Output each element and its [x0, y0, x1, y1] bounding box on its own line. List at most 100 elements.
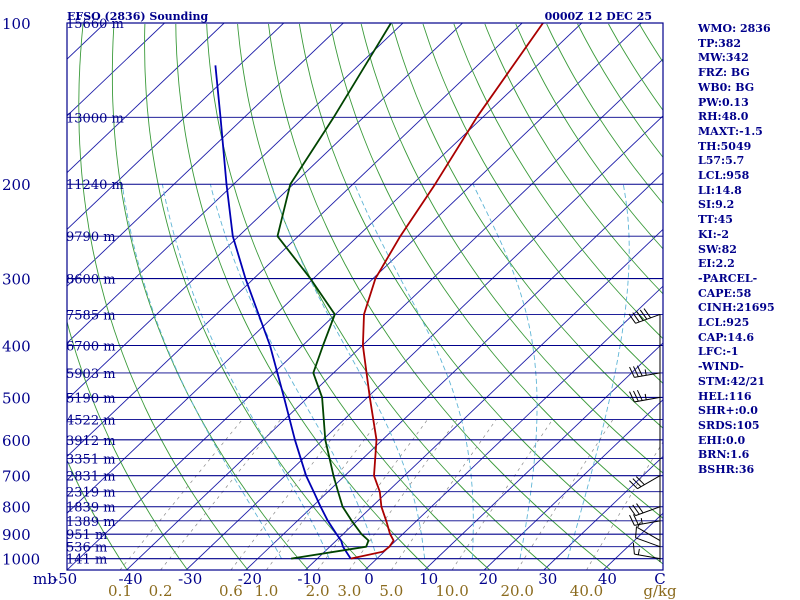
dry-adiabat-line	[422, 23, 663, 384]
height-label: 5903 m	[66, 367, 116, 382]
isotherm-line	[67, 23, 642, 570]
wind-barb-flag	[629, 480, 638, 490]
height-label: 11240 m	[66, 178, 124, 193]
index-entry: WMO: 2836	[698, 22, 771, 35]
pressure-label: 600	[2, 432, 31, 450]
dry-adiabat-line	[67, 459, 128, 570]
pressure-label: 500	[2, 389, 31, 407]
index-entry: RH:48.0	[698, 110, 749, 124]
index-entry: FRZ: BG	[698, 66, 750, 80]
wind-barb-flag	[636, 365, 643, 377]
pressure-label: 300	[2, 271, 31, 289]
isotherm-line	[67, 23, 523, 458]
index-entry: -PARCEL-	[698, 271, 758, 285]
isotherm-line	[67, 23, 225, 174]
indices-panel: WMO: 2836 TP:382 MW:342 FRZ: BG WB0: BG PW:0.…	[698, 22, 798, 478]
wind-barb-half-flag	[644, 369, 647, 376]
index-entry: HEL:116	[698, 389, 752, 403]
isotherm-line	[67, 23, 285, 231]
isotherm-line	[245, 172, 663, 570]
temperature-label: -20	[238, 570, 262, 588]
wind-barb-flag	[628, 313, 636, 324]
index-entry: CAP:14.6	[698, 330, 755, 344]
index-entry: SW:82	[698, 242, 737, 256]
wind-barb-flag	[632, 504, 640, 515]
wind-barb-flag	[632, 478, 642, 488]
index-entry: WB0: BG	[698, 80, 755, 94]
isotherm-line	[67, 23, 404, 344]
dry-adiabat-line	[144, 23, 370, 570]
index-entry: PW:0.13	[698, 95, 749, 109]
dry-adiabat-line	[206, 23, 491, 570]
isotherm-line	[67, 23, 344, 287]
pressure-label: 400	[2, 337, 31, 355]
isotherm-line	[67, 23, 583, 514]
isotherm-line	[305, 228, 663, 570]
dry-adiabat-line	[237, 23, 551, 570]
wind-barb-staff	[635, 313, 661, 324]
mixing-ratio-unit-label: g/kg	[643, 582, 677, 600]
index-entry: SHR+:0.0	[698, 404, 758, 418]
height-label: 6700 m	[66, 339, 116, 354]
mixing-ratio-label: 0.2	[149, 582, 173, 600]
wind-barb-flag	[632, 542, 635, 555]
index-entry: CINH:21695	[698, 301, 775, 315]
dry-adiabat-line	[515, 23, 663, 250]
index-entry: TP:382	[698, 36, 742, 50]
wind-barb-flag	[629, 391, 635, 403]
temperature-label: 10	[419, 570, 438, 588]
dry-adiabat-line	[453, 23, 663, 340]
dry-adiabat-line	[67, 320, 188, 570]
temperature-axis-start-label: -50	[53, 570, 77, 588]
pressure-label: 900	[2, 526, 31, 544]
dry-adiabat-line	[577, 23, 663, 159]
isotherm-line	[543, 455, 663, 570]
wind-barb-staff	[635, 506, 661, 517]
index-entry: MW:342	[698, 51, 749, 65]
height-label: 536 m	[66, 541, 107, 556]
moist-adiabat-line	[161, 184, 330, 559]
wind-barb-staff	[634, 372, 661, 378]
height-label: 1839 m	[66, 501, 116, 516]
temperature-label: 20	[479, 570, 498, 588]
wind-barb-flag	[635, 476, 645, 486]
temperature-label: -40	[119, 570, 143, 588]
wind-barb-staff	[637, 475, 661, 490]
wind-barb-flag	[636, 310, 644, 321]
dry-adiabat-line	[268, 23, 611, 570]
mixing-ratio-line	[451, 419, 553, 570]
height-label: 5190 m	[66, 391, 116, 406]
index-entry: CAPE:58	[698, 286, 752, 300]
pressure-label: 1000	[2, 551, 40, 569]
height-label: 951 m	[66, 528, 107, 543]
mixing-ratio-line	[586, 441, 663, 570]
height-label: 3912 m	[66, 434, 116, 449]
index-entry: BSHR:36	[698, 463, 755, 477]
wind-barb-flag	[633, 390, 639, 402]
wind-barb-flag	[629, 514, 635, 526]
wind-barb-flag	[632, 312, 640, 323]
height-label: 3351 m	[66, 452, 116, 467]
wind-barb-flag	[636, 390, 643, 401]
mixing-ratio-label: 40.0	[570, 582, 603, 600]
mixing-ratio-label: 1.0	[254, 582, 278, 600]
mixing-ratio-line	[516, 419, 614, 570]
index-entry: MAXT:-1.5	[698, 124, 763, 138]
isotherm-line	[67, 23, 165, 117]
mixing-ratio-line	[391, 419, 497, 570]
index-entry: KI:-2	[698, 227, 729, 241]
wind-barb-flag	[643, 308, 652, 319]
mixing-ratio-label: 0.1	[108, 582, 132, 600]
index-entry: EHI:0.0	[698, 433, 746, 447]
dry-adiabat-line	[175, 23, 430, 570]
temperature-label: 30	[538, 570, 557, 588]
dry-adiabat-line	[360, 23, 663, 474]
index-entry: SRDS:105	[698, 418, 760, 432]
temperature-label: -30	[178, 570, 202, 588]
chart-title: EFSO (2836) Sounding	[67, 10, 209, 23]
pressure-unit-label: mb	[33, 570, 57, 588]
wind-barb-flag	[636, 503, 644, 514]
isotherm-line	[67, 23, 463, 401]
index-entry: BRN:1.6	[698, 448, 750, 462]
